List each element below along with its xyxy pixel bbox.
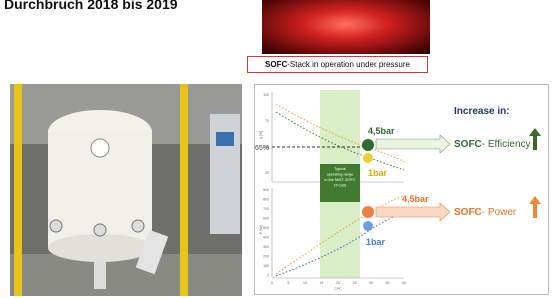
y-tick-label: 100 — [263, 264, 269, 268]
x-tick-label: 10 — [303, 281, 307, 285]
y-tick-label: 600 — [263, 217, 269, 221]
stack-photo — [262, 0, 430, 54]
reference-label: 65% — [255, 145, 269, 152]
efficiency-label-bold: SOFC — [454, 139, 482, 150]
slide: Durchbruch 2018 bis 2019 SOFC-Stack in o… — [0, 0, 557, 298]
caption-bold: SOFC — [265, 60, 287, 69]
x-tick-label: 25 — [353, 281, 357, 285]
y-tick-label: 0 — [267, 274, 269, 278]
pressure-label: 4,5bar — [402, 194, 429, 204]
power-label-text: - Power — [482, 207, 517, 218]
power-label-bold: SOFC — [454, 207, 482, 218]
pressure-label: 1bar — [366, 237, 386, 247]
x-tick-label: 30 — [369, 281, 373, 285]
efficiency-label: SOFC- Efficiency — [454, 139, 531, 150]
x-axis-label: CPC — [334, 287, 342, 291]
pressure-label: 1bar — [368, 168, 388, 178]
x-tick-label: 35 — [386, 281, 390, 285]
y-axis-label: η [%] — [259, 131, 263, 139]
y-tick-label: 75 — [265, 119, 269, 123]
y-tick-label: 500 — [263, 226, 269, 230]
increase-title: Increase in: — [454, 106, 510, 117]
x-tick-label: 5 — [288, 281, 290, 285]
y-tick-label: 25 — [265, 171, 269, 175]
x-tick-label: 20 — [336, 281, 340, 285]
caption: SOFC-Stack in operation under pressure — [247, 56, 428, 73]
y-tick-label: 800 — [263, 198, 269, 202]
pressure-label: 4,5bar — [368, 126, 395, 136]
y-tick-label: 100 — [263, 93, 269, 97]
x-tick-label: 40 — [402, 281, 406, 285]
y-axis-label: P [W] — [259, 225, 263, 234]
y-tick-label: 700 — [263, 207, 269, 211]
caption-text: -Stack in operation under pressure — [287, 60, 410, 69]
x-tick-label: 0 — [271, 281, 273, 285]
power-label: SOFC- Power — [454, 207, 517, 218]
y-tick-label: 900 — [263, 188, 269, 192]
efficiency-label-text: - Efficiency — [482, 139, 531, 150]
slide-title: Durchbruch 2018 bis 2019 — [4, 0, 178, 12]
y-tick-label: 400 — [263, 236, 269, 240]
x-tick-label: 15 — [320, 281, 324, 285]
vessel-photo — [10, 84, 242, 296]
y-tick-label: 200 — [263, 255, 269, 259]
y-tick-label: 300 — [263, 245, 269, 249]
